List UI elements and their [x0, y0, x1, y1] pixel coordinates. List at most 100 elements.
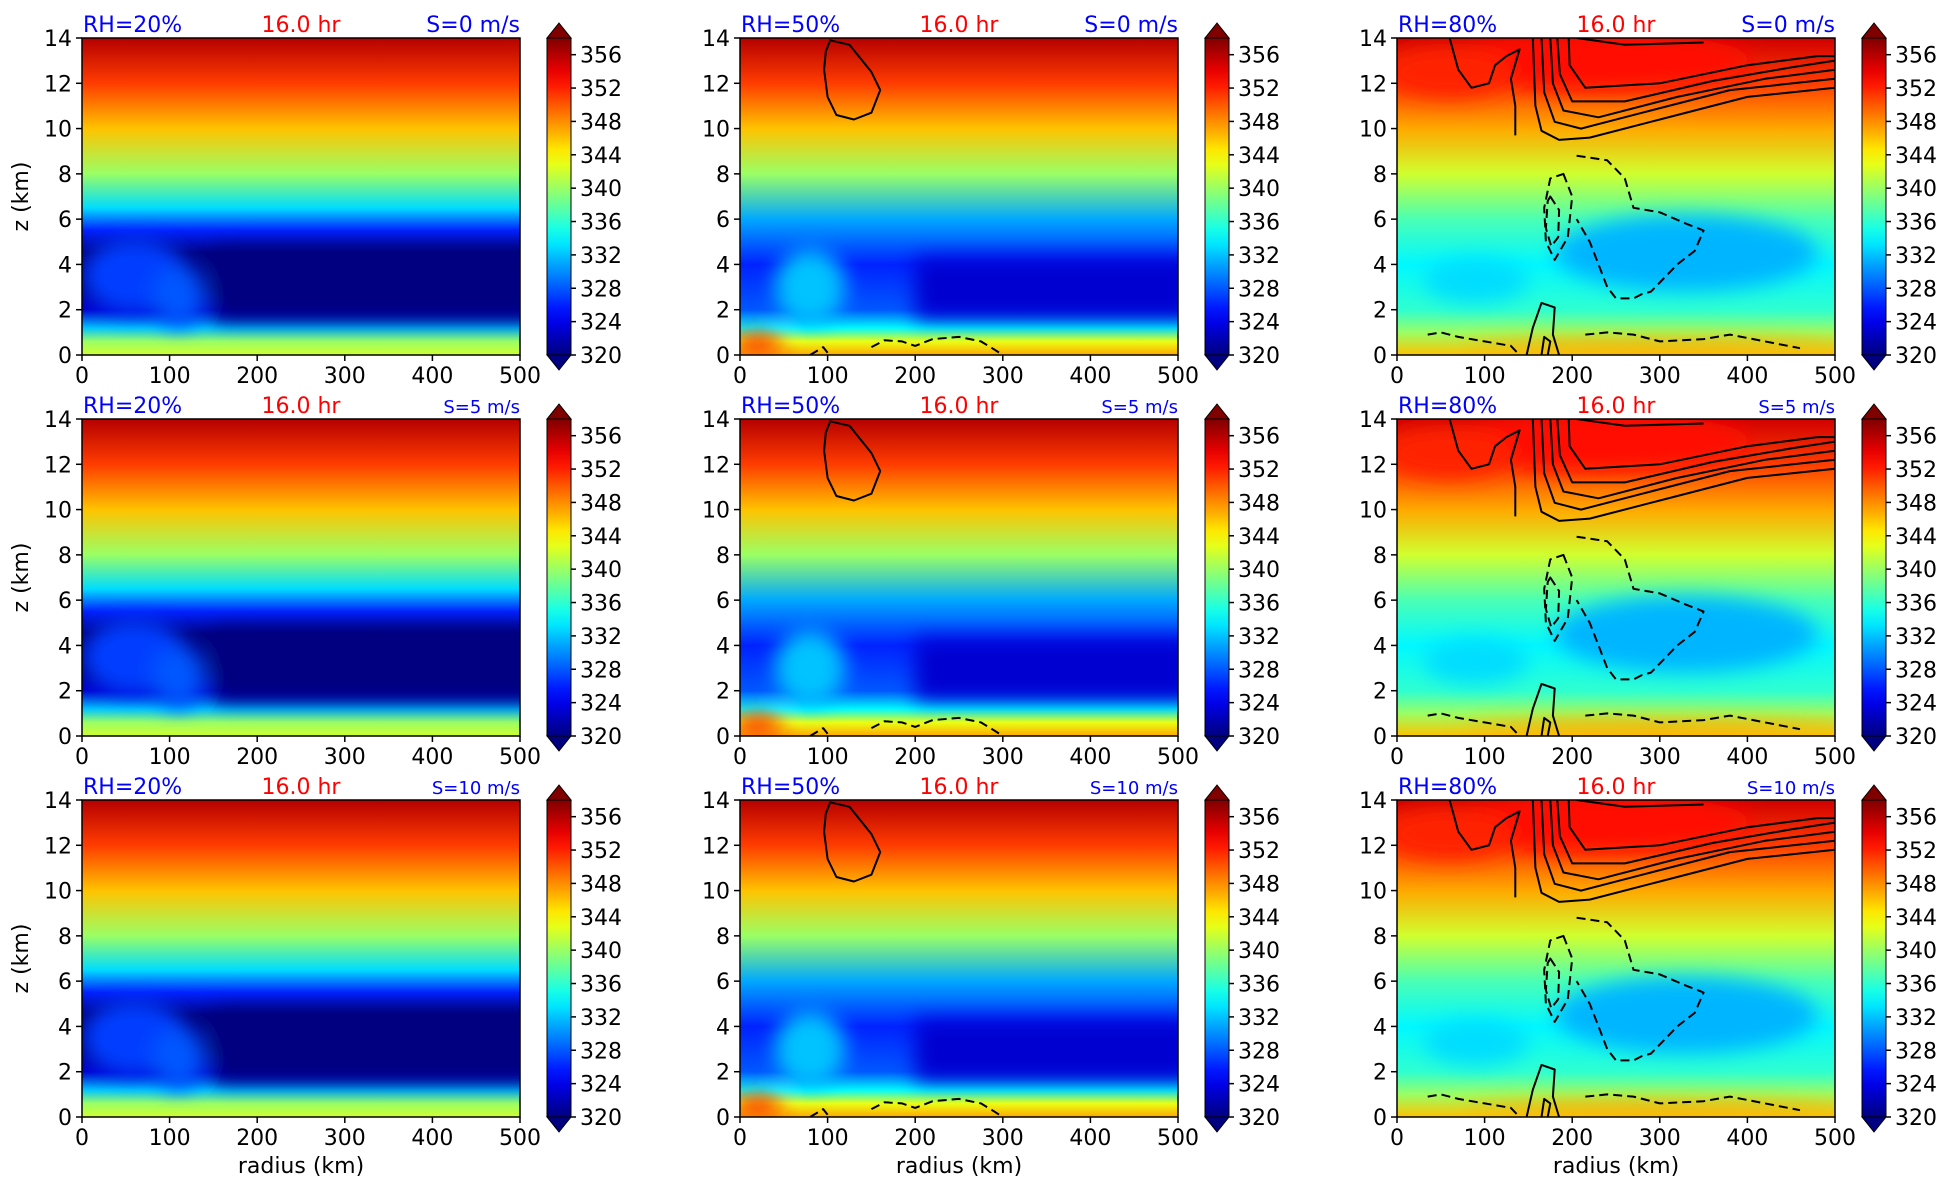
- time-label: 16.0 hr: [262, 775, 342, 800]
- heatmap-rh80: [1397, 38, 1835, 355]
- y-tick-label: 0: [1373, 344, 1387, 369]
- x-tick-label: 400: [1726, 1126, 1768, 1151]
- contour-dashed-1: [870, 1097, 1004, 1117]
- colorbar-tick-label: 336: [1238, 211, 1280, 236]
- x-tick-label: 100: [1464, 364, 1506, 389]
- panel-5: 0 100 200 300 400 500 0 2 4 6 8 10 12 14 RH=50% 16.0 hr…: [702, 394, 1280, 770]
- colorbar-tick-label: 320: [1238, 725, 1280, 750]
- y-tick-label: 2: [716, 1061, 730, 1086]
- x-tick-label: 500: [499, 1126, 541, 1151]
- y-tick-label: 8: [58, 163, 72, 188]
- y-tick-label: 10: [44, 880, 72, 905]
- colorbar-tick-label: 320: [1895, 1106, 1937, 1131]
- time-label: 16.0 hr: [920, 775, 1000, 800]
- x-tick-label: 100: [807, 1126, 849, 1151]
- colorbar-extend-min: [1860, 354, 1888, 371]
- heatmap-structure: [82, 618, 520, 709]
- y-tick-label: 14: [44, 789, 72, 814]
- shear-label: S=5 m/s: [1101, 397, 1178, 418]
- colorbar-tick-label: 336: [1895, 211, 1937, 236]
- colorbar-tick-label: 336: [1895, 973, 1937, 998]
- contour-solid-5: [1567, 800, 1835, 851]
- contour-dashed-2: [809, 727, 829, 736]
- plot-frame: [1396, 37, 1836, 356]
- y-tick-label: 14: [702, 27, 730, 52]
- panel-4: 0 100 200 300 400 500 0 2 4 6 8 10 12 14 RH=20% 16.0 hr…: [9, 394, 622, 770]
- contour-solid-1: [1531, 419, 1835, 522]
- y-tick-label: 6: [58, 208, 72, 233]
- contour-solid-6: [1448, 38, 1521, 136]
- heatmap-rh20: [82, 38, 520, 355]
- panel-6: 0 100 200 300 400 500 0 2 4 6 8 10 12 14 RH=80% 16.0 hr…: [1359, 394, 1937, 770]
- colorbar-tick-label: 324: [1238, 692, 1280, 717]
- contour-solid-8: [1525, 1063, 1561, 1117]
- colorbar-tick-label: 328: [1895, 658, 1937, 683]
- colorbar-tick-label: 352: [1895, 77, 1937, 102]
- colorbar-tick-label: 336: [580, 592, 622, 617]
- y-tick-label: 10: [702, 499, 730, 524]
- y-tick-label: 2: [58, 1061, 72, 1086]
- y-tick-label: 4: [716, 253, 730, 278]
- x-tick-label: 200: [1551, 745, 1593, 770]
- contour-dashed-1: [870, 716, 1004, 736]
- colorbar-tick-label: 332: [1895, 244, 1937, 269]
- colorbar-body: [1204, 418, 1230, 737]
- y-tick-label: 8: [1373, 925, 1387, 950]
- colorbar-tick-label: 348: [580, 491, 622, 516]
- y-tick-label: 10: [44, 499, 72, 524]
- colorbar-tick-label: 332: [1238, 625, 1280, 650]
- colorbar: 320 324 328 332 336 340 344 348 352 356: [545, 403, 622, 752]
- plot-frame: [81, 37, 521, 356]
- y-axis-label: z (km): [9, 543, 34, 613]
- colorbar-tick-label: 356: [1238, 425, 1280, 450]
- colorbar-tick-label: 352: [1238, 839, 1280, 864]
- colorbar-extend-max: [1203, 403, 1231, 420]
- contour-solid-1: [823, 39, 882, 121]
- x-tick-label: 500: [1814, 364, 1856, 389]
- colorbar-tick-label: 348: [1238, 872, 1280, 897]
- x-tick-label: 0: [75, 1126, 89, 1151]
- x-tick-label: 400: [1069, 364, 1111, 389]
- y-tick-label: 0: [58, 725, 72, 750]
- colorbar-tick-label: 332: [1895, 625, 1937, 650]
- y-tick-label: 0: [716, 344, 730, 369]
- colorbar-body: [1861, 418, 1887, 737]
- plot-frame: [739, 799, 1179, 1118]
- contour-solid-8: [1525, 301, 1561, 355]
- colorbar-extend-max: [545, 22, 573, 39]
- time-label: 16.0 hr: [1577, 775, 1657, 800]
- y-tick-label: 4: [58, 253, 72, 278]
- contour-dashed-5: [1585, 712, 1801, 731]
- contour-solid-3: [1549, 419, 1835, 500]
- colorbar-extend-min: [1203, 1116, 1231, 1133]
- x-axis-label: radius (km): [238, 1154, 364, 1179]
- contours: [809, 801, 1004, 1117]
- contour-solid-6: [1448, 419, 1521, 517]
- colorbar-tick-label: 328: [580, 658, 622, 683]
- colorbar-tick-label: 356: [580, 425, 622, 450]
- heatmap-structure: [740, 630, 1178, 735]
- y-tick-label: 4: [1373, 253, 1387, 278]
- x-tick-label: 300: [1639, 1126, 1681, 1151]
- colorbar-tick-label: 348: [1238, 110, 1280, 135]
- y-tick-label: 14: [1359, 408, 1387, 433]
- x-tick-label: 200: [236, 364, 278, 389]
- plot-frame: [739, 418, 1179, 737]
- colorbar-tick-label: 340: [1238, 939, 1280, 964]
- colorbar-tick-label: 340: [580, 558, 622, 583]
- colorbar-tick-label: 320: [580, 725, 622, 750]
- x-tick-label: 100: [1464, 745, 1506, 770]
- plot-frame: [739, 37, 1179, 356]
- y-tick-label: 4: [1373, 634, 1387, 659]
- x-tick-label: 400: [1069, 745, 1111, 770]
- colorbar-extend-min: [545, 354, 573, 371]
- x-tick-label: 300: [982, 745, 1024, 770]
- x-tick-label: 200: [236, 1126, 278, 1151]
- x-tick-label: 400: [411, 745, 453, 770]
- contour-solid-7: [1576, 419, 1704, 427]
- x-tick-label: 0: [733, 1126, 747, 1151]
- contour-solid-8: [1525, 682, 1561, 736]
- heatmap-rh50: [740, 419, 1178, 736]
- colorbar-extend-min: [545, 1116, 573, 1133]
